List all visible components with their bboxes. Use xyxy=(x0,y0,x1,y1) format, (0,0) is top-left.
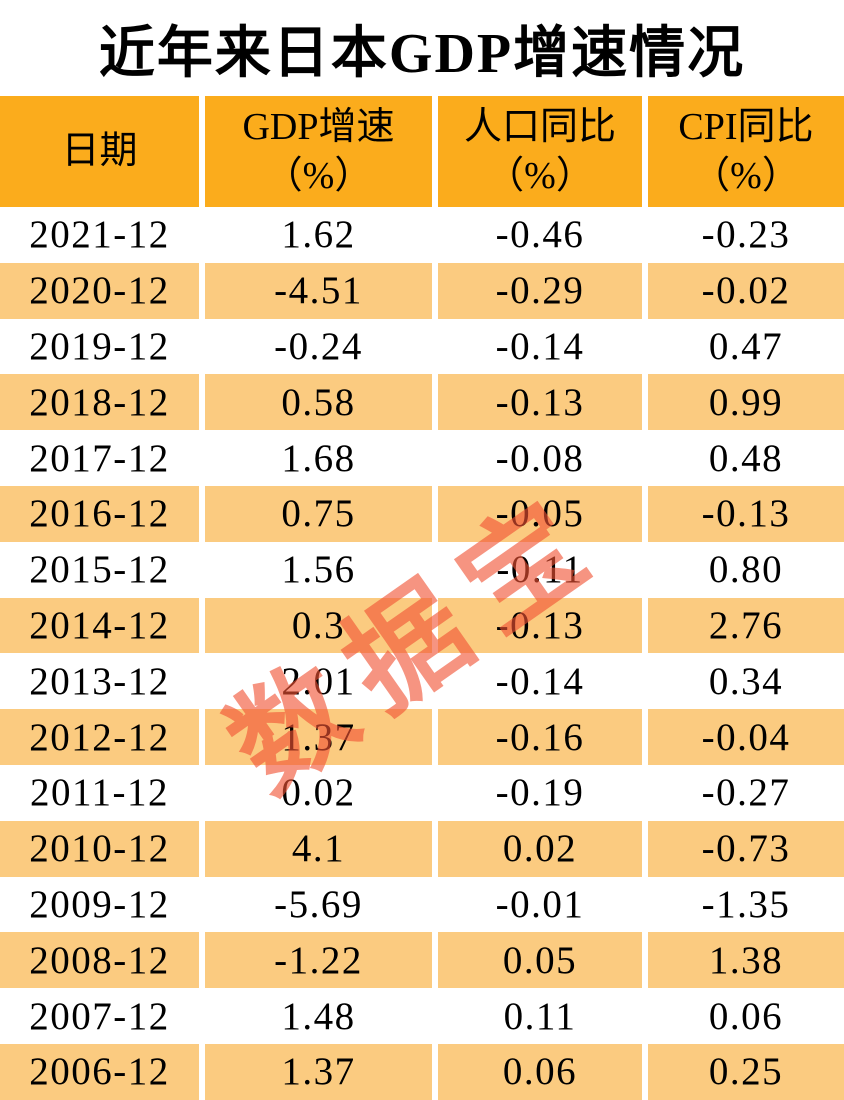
table-row: 2006-12 1.37 0.06 0.25 xyxy=(0,1043,844,1100)
population-yoy-cell: -0.19 xyxy=(438,764,642,821)
column-header-unit: （%） xyxy=(692,154,800,197)
date-cell: 2008-12 xyxy=(0,932,199,989)
gdp-growth-cell: 4.1 xyxy=(205,820,432,877)
column-header-unit: （%） xyxy=(486,154,594,197)
table-row: 2012-12 1.37 -0.16 -0.04 xyxy=(0,709,844,765)
cpi-yoy-cell: 2.76 xyxy=(648,597,844,654)
cpi-yoy-cell: 0.99 xyxy=(648,374,844,431)
population-yoy-cell: 0.02 xyxy=(438,820,642,877)
date-cell: 2017-12 xyxy=(0,430,199,486)
population-yoy-cell: -0.46 xyxy=(438,207,642,263)
population-yoy-cell: -0.29 xyxy=(438,262,642,319)
population-yoy-cell: -0.01 xyxy=(438,876,642,933)
cpi-yoy-cell: -0.23 xyxy=(648,207,844,263)
population-yoy-cell: -0.08 xyxy=(438,430,642,486)
table-header-row: 日期 GDP增速 （%） 人口同比 （%） CPI同比 （%） xyxy=(0,96,844,207)
gdp-growth-cell: -4.51 xyxy=(205,262,432,319)
cpi-yoy-cell: -0.02 xyxy=(648,262,844,319)
gdp-growth-cell: 0.3 xyxy=(205,597,432,654)
table-body: 2021-12 1.62 -0.46 -0.23 2020-12 -4.51 -… xyxy=(0,207,844,1100)
population-yoy-cell: -0.13 xyxy=(438,597,642,654)
date-cell: 2016-12 xyxy=(0,485,199,542)
table-row: 2021-12 1.62 -0.46 -0.23 xyxy=(0,207,844,263)
date-cell: 2018-12 xyxy=(0,374,199,431)
population-yoy-cell: -0.13 xyxy=(438,374,642,431)
gdp-growth-cell: 1.37 xyxy=(205,709,432,765)
cpi-yoy-cell: 0.80 xyxy=(648,541,844,598)
date-cell: 2015-12 xyxy=(0,541,199,598)
cpi-yoy-cell: -0.04 xyxy=(648,709,844,765)
population-yoy-cell: -0.16 xyxy=(438,709,642,765)
date-cell: 2019-12 xyxy=(0,318,199,375)
page-title: 近年来日本GDP增速情况 xyxy=(98,22,746,85)
cpi-yoy-cell: 0.47 xyxy=(648,318,844,375)
gdp-growth-cell: 1.37 xyxy=(205,1043,432,1100)
column-header-label: 日期 xyxy=(61,130,138,173)
date-cell: 2007-12 xyxy=(0,988,199,1044)
table-row: 2013-12 2.01 -0.14 0.34 xyxy=(0,653,844,710)
table-row: 2019-12 -0.24 -0.14 0.47 xyxy=(0,318,844,375)
population-yoy-cell: -0.11 xyxy=(438,541,642,598)
gdp-growth-cell: -0.24 xyxy=(205,318,432,375)
table-row: 2016-12 0.75 -0.05 -0.13 xyxy=(0,485,844,542)
column-header-label: CPI同比 xyxy=(678,105,814,148)
table-row: 2015-12 1.56 -0.11 0.80 xyxy=(0,541,844,598)
gdp-growth-cell: 1.56 xyxy=(205,541,432,598)
date-cell: 2010-12 xyxy=(0,820,199,877)
cpi-yoy-cell: -0.73 xyxy=(648,820,844,877)
population-yoy-cell: 0.06 xyxy=(438,1043,642,1100)
gdp-growth-cell: 0.75 xyxy=(205,485,432,542)
column-header-label: GDP增速 xyxy=(242,105,395,148)
table-row: 2011-12 0.02 -0.19 -0.27 xyxy=(0,764,844,821)
population-yoy-cell: 0.11 xyxy=(438,988,642,1044)
table-row: 2020-12 -4.51 -0.29 -0.02 xyxy=(0,262,844,319)
date-cell: 2020-12 xyxy=(0,262,199,319)
table-row: 2014-12 0.3 -0.13 2.76 xyxy=(0,597,844,654)
gdp-growth-cell: -5.69 xyxy=(205,876,432,933)
date-cell: 2009-12 xyxy=(0,876,199,933)
column-header: 日期 xyxy=(0,96,199,207)
gdp-growth-cell: 1.62 xyxy=(205,207,432,263)
population-yoy-cell: -0.14 xyxy=(438,653,642,710)
table-row: 2007-12 1.48 0.11 0.06 xyxy=(0,988,844,1044)
population-yoy-cell: -0.05 xyxy=(438,485,642,542)
table-row: 2008-12 -1.22 0.05 1.38 xyxy=(0,932,844,989)
date-cell: 2012-12 xyxy=(0,709,199,765)
cpi-yoy-cell: -0.13 xyxy=(648,485,844,542)
cpi-yoy-cell: -1.35 xyxy=(648,876,844,933)
date-cell: 2014-12 xyxy=(0,597,199,654)
gdp-growth-cell: -1.22 xyxy=(205,932,432,989)
table-row: 2018-12 0.58 -0.13 0.99 xyxy=(0,374,844,431)
cpi-yoy-cell: 0.06 xyxy=(648,988,844,1044)
gdp-table: 日期 GDP增速 （%） 人口同比 （%） CPI同比 （%） 2021-12 … xyxy=(0,96,844,1100)
cpi-yoy-cell: 0.34 xyxy=(648,653,844,710)
gdp-growth-cell: 2.01 xyxy=(205,653,432,710)
population-yoy-cell: 0.05 xyxy=(438,932,642,989)
cpi-yoy-cell: 0.25 xyxy=(648,1043,844,1100)
gdp-growth-cell: 0.02 xyxy=(205,764,432,821)
column-header: CPI同比 （%） xyxy=(648,96,844,207)
table-row: 2010-12 4.1 0.02 -0.73 xyxy=(0,820,844,877)
cpi-yoy-cell: -0.27 xyxy=(648,764,844,821)
date-cell: 2013-12 xyxy=(0,653,199,710)
column-header: GDP增速 （%） xyxy=(205,96,432,207)
date-cell: 2021-12 xyxy=(0,207,199,263)
table-row: 2009-12 -5.69 -0.01 -1.35 xyxy=(0,876,844,933)
gdp-growth-cell: 1.68 xyxy=(205,430,432,486)
cpi-yoy-cell: 0.48 xyxy=(648,430,844,486)
column-header-label: 人口同比 xyxy=(463,105,616,148)
column-header: 人口同比 （%） xyxy=(438,96,642,207)
gdp-growth-cell: 0.58 xyxy=(205,374,432,431)
table-row: 2017-12 1.68 -0.08 0.48 xyxy=(0,430,844,486)
cpi-yoy-cell: 1.38 xyxy=(648,932,844,989)
date-cell: 2006-12 xyxy=(0,1043,199,1100)
date-cell: 2011-12 xyxy=(0,764,199,821)
gdp-growth-cell: 1.48 xyxy=(205,988,432,1044)
column-header-unit: （%） xyxy=(264,154,373,197)
population-yoy-cell: -0.14 xyxy=(438,318,642,375)
